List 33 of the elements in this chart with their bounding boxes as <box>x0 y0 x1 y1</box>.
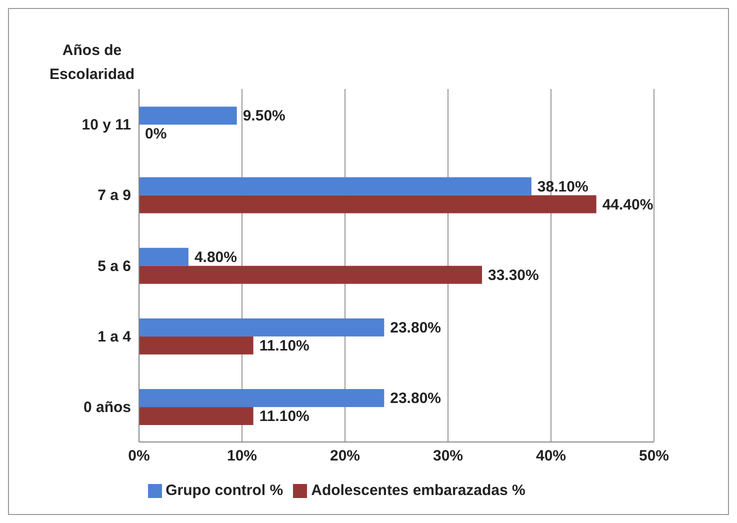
data-label: 4.80% <box>194 248 237 266</box>
bar <box>139 389 384 408</box>
data-label: 11.10% <box>259 337 310 354</box>
bar <box>139 106 237 125</box>
bar <box>139 336 254 354</box>
x-tick-label: 40% <box>536 448 566 465</box>
y-axis-title: Años de Escolaridad <box>48 41 136 85</box>
legend-label: Adolescentes embarazadas % <box>311 482 526 499</box>
y-tick-label: 10 y 11 <box>82 116 131 134</box>
x-tick-label: 0% <box>128 448 150 465</box>
data-label: 11.10% <box>259 408 310 426</box>
data-label: 33.30% <box>488 266 539 284</box>
x-tick-label: 30% <box>432 448 464 465</box>
bar <box>139 407 254 426</box>
bar <box>139 318 384 336</box>
x-tick-label: 50% <box>638 448 670 465</box>
bar <box>139 266 482 284</box>
data-label: 44.40% <box>602 196 654 214</box>
bar <box>139 177 532 196</box>
data-label: 0% <box>145 126 167 143</box>
data-label: 9.50% <box>242 108 286 125</box>
y-tick-label: 1 a 4 <box>98 328 132 346</box>
y-tick-label: 0 años <box>83 399 131 416</box>
y-tick-label: 7 a 9 <box>98 187 131 204</box>
data-label: 38.10% <box>537 178 588 196</box>
x-tick-label: 10% <box>226 448 258 465</box>
bar <box>139 195 596 214</box>
bar <box>139 248 188 266</box>
data-label: 23.80% <box>390 390 442 408</box>
legend-label: Grupo control % <box>166 482 284 499</box>
x-tick-label: 20% <box>330 448 360 465</box>
data-label: 23.80% <box>390 319 442 336</box>
y-tick-label: 5 a 6 <box>98 258 131 275</box>
